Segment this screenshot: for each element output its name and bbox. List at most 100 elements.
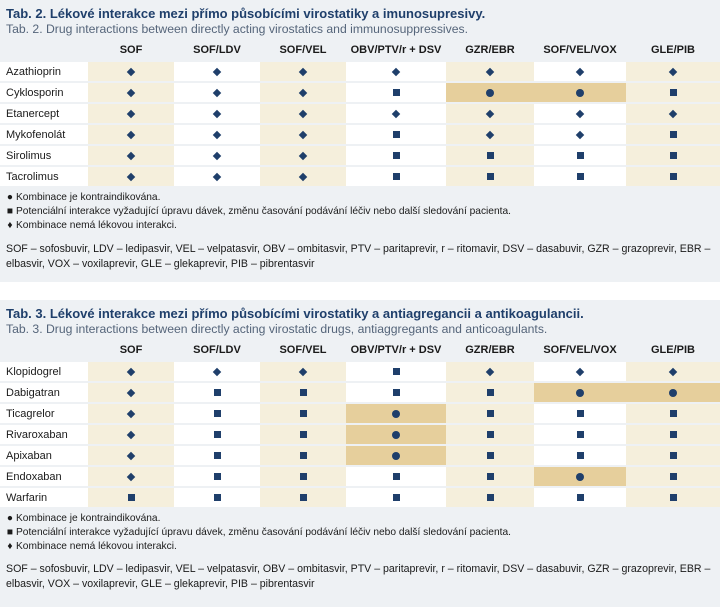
drug-name: Azathioprin <box>0 60 88 82</box>
table-row: Azathioprin <box>0 60 720 82</box>
table2-abbreviations: SOF – sofosbuvir, LDV – ledipasvir, VEL … <box>6 243 711 270</box>
column-header: SOF/VEL/VOX <box>534 40 626 61</box>
interaction-cell <box>534 465 626 487</box>
table3-header-row: SOF SOF/LDV SOF/VEL OBV/PTV/r + DSV GZR/EBR S… <box>0 340 720 361</box>
interaction-cell <box>174 486 260 507</box>
interaction-cell <box>260 102 346 124</box>
dot-icon: ● <box>6 513 14 524</box>
table-row: Etanercept <box>0 102 720 124</box>
interaction-cell <box>88 423 174 445</box>
table2-title: Tab. 2. Lékové interakce mezi přímo půso… <box>6 6 486 21</box>
column-header: SOF <box>88 340 174 361</box>
square-icon <box>213 494 221 502</box>
diamond-icon <box>126 109 136 118</box>
interaction-cell <box>88 360 174 382</box>
square-icon <box>299 389 307 397</box>
table-row: Cyklosporin <box>0 81 720 103</box>
square-icon <box>669 131 677 139</box>
square-icon: ■ <box>6 527 14 538</box>
square-icon <box>213 473 221 481</box>
diamond-icon <box>212 172 222 181</box>
column-header: SOF/LDV <box>174 40 260 61</box>
diamond-icon <box>298 67 308 76</box>
interaction-cell <box>626 165 720 186</box>
interaction-cell <box>534 81 626 103</box>
interaction-cell <box>88 465 174 487</box>
interaction-cell <box>626 360 720 382</box>
interaction-cell <box>174 165 260 186</box>
interaction-cell <box>446 81 534 103</box>
interaction-cell <box>626 144 720 166</box>
interaction-cell <box>174 60 260 82</box>
square-icon <box>669 410 677 418</box>
diamond-icon <box>126 172 136 181</box>
drug-name: Rivaroxaban <box>0 423 88 445</box>
diamond-icon <box>485 130 495 139</box>
column-header: SOF <box>88 40 174 61</box>
interaction-cell <box>626 444 720 466</box>
table3-panel: Tab. 3. Lékové interakce mezi přímo půso… <box>0 300 720 607</box>
square-icon <box>669 494 677 502</box>
interaction-cell <box>346 165 446 186</box>
interaction-cell <box>446 123 534 145</box>
legend-no-interaction: ♦ Kombinace nemá lékovou interakci. <box>7 541 177 552</box>
square-icon <box>213 410 221 418</box>
interaction-cell <box>346 123 446 145</box>
interaction-cell <box>174 402 260 424</box>
interaction-cell <box>626 465 720 487</box>
diamond-icon <box>126 388 136 397</box>
interaction-cell <box>174 381 260 403</box>
interaction-cell <box>174 465 260 487</box>
interaction-cell <box>346 60 446 82</box>
square-icon <box>392 173 400 181</box>
interaction-cell <box>346 381 446 403</box>
interaction-cell <box>346 360 446 382</box>
table3: SOF SOF/LDV SOF/VEL OBV/PTV/r + DSV GZR/EBR S… <box>0 340 720 507</box>
interaction-cell <box>626 123 720 145</box>
table-row: Sirolimus <box>0 144 720 166</box>
diamond-icon <box>485 67 495 76</box>
diamond-icon: ♦ <box>7 220 13 231</box>
table2-legend: ● Kombinace je kontraindikována. ■ Potenci… <box>6 191 511 233</box>
column-header: GZR/EBR <box>446 340 534 361</box>
interaction-cell <box>626 486 720 507</box>
interaction-cell <box>174 102 260 124</box>
legend-potential-interaction: ■ Potenciální interakce vyžadující úpravu… <box>6 527 511 538</box>
table3-body: Klopidogrel Dabigatran Ticagrelor Rivaroxab… <box>0 360 720 507</box>
diamond-icon <box>298 88 308 97</box>
drug-name: Endoxaban <box>0 465 88 487</box>
diamond-icon <box>668 367 678 376</box>
table3-legend: ● Kombinace je kontraindikována. ■ Potenci… <box>6 512 511 554</box>
interaction-cell <box>174 123 260 145</box>
diamond-icon <box>668 109 678 118</box>
interaction-cell <box>260 402 346 424</box>
table-row: Klopidogrel <box>0 360 720 382</box>
table2-body: Azathioprin Cyklosporin Etanercept Mykofeno… <box>0 60 720 186</box>
interaction-cell <box>346 144 446 166</box>
interaction-cell <box>534 60 626 82</box>
diamond-icon <box>212 151 222 160</box>
table2-panel: Tab. 2. Lékové interakce mezi přímo půso… <box>0 0 720 282</box>
square-icon: ■ <box>6 206 14 217</box>
square-icon <box>486 173 494 181</box>
interaction-cell <box>346 465 446 487</box>
square-icon <box>576 173 584 181</box>
interaction-cell <box>260 486 346 507</box>
square-icon <box>486 389 494 397</box>
diamond-icon <box>126 430 136 439</box>
column-header: SOF/VEL/VOX <box>534 340 626 361</box>
dot-icon <box>392 451 400 460</box>
interaction-cell <box>446 402 534 424</box>
diamond-icon <box>212 67 222 76</box>
interaction-cell <box>346 444 446 466</box>
diamond-icon <box>212 109 222 118</box>
interaction-cell <box>88 60 174 82</box>
table-row: Rivaroxaban <box>0 423 720 445</box>
diamond-icon <box>212 88 222 97</box>
square-icon <box>392 494 400 502</box>
square-icon <box>213 389 221 397</box>
interaction-cell <box>174 360 260 382</box>
square-icon <box>392 368 400 376</box>
interaction-cell <box>534 102 626 124</box>
interaction-cell <box>174 444 260 466</box>
